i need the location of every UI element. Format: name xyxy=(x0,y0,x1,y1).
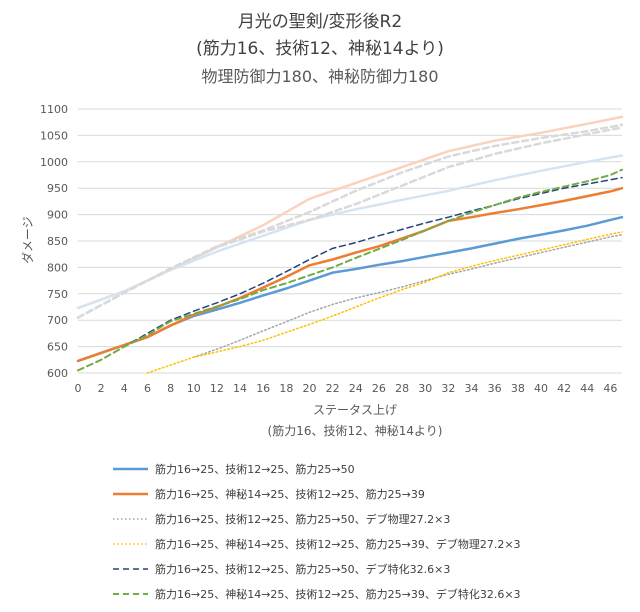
x-tick-label: 30 xyxy=(418,382,432,395)
y-tick-label: 900 xyxy=(47,209,68,222)
x-tick-label: 22 xyxy=(326,382,340,395)
y-tick-label: 650 xyxy=(47,341,68,354)
x-tick-label: 24 xyxy=(349,382,363,395)
legend-label-2: 筋力16→25、技術12→25、筋力25→50、デブ物理27.2×3 xyxy=(155,512,450,526)
x-tick-label: 16 xyxy=(256,382,270,395)
x-tick-label: 38 xyxy=(511,382,525,395)
legend-label-3: 筋力16→25、神秘14→25、技術12→25、筋力25→39、デブ物理27.2… xyxy=(155,537,521,551)
chart-title: 月光の聖剣/変形後R2 xyxy=(238,12,402,32)
x-tick-label: 0 xyxy=(75,382,82,395)
x-tick-label: 6 xyxy=(144,382,151,395)
legend: 筋力16→25、技術12→25、筋力25→50 筋力16→25、神秘14→25、技… xyxy=(113,462,521,601)
faded-series-line-1 xyxy=(76,154,624,310)
x-tick-label: 28 xyxy=(395,382,409,395)
x-tick-label: 2 xyxy=(98,382,105,395)
x-tick-label: 26 xyxy=(372,382,386,395)
series-line-1 xyxy=(76,186,624,363)
x-tick-label: 4 xyxy=(121,382,128,395)
y-axis-ticks: 600 650 700 750 800 850 900 950 1000 1050 1100 xyxy=(40,103,68,380)
y-axis-label: ダメージ xyxy=(20,216,35,263)
y-tick-label: 1100 xyxy=(40,103,68,116)
gridlines xyxy=(78,108,622,374)
x-tick-label: 42 xyxy=(557,382,571,395)
y-tick-label: 750 xyxy=(47,288,68,301)
x-axis-ticks: 0 2 4 6 8 10 12 14 16 18 20 22 24 26 28 30 32 34 36 38 40 42 4… xyxy=(75,382,618,395)
series-line-2 xyxy=(192,233,623,358)
y-tick-label: 800 xyxy=(47,261,68,274)
y-tick-label: 950 xyxy=(47,182,68,195)
x-axis-label-2: (筋力16、技術12、神秘14より) xyxy=(268,423,443,438)
x-axis-label: ステータス上げ xyxy=(313,403,397,417)
x-tick-label: 20 xyxy=(302,382,316,395)
y-tick-label: 1000 xyxy=(40,156,68,169)
y-tick-label: 850 xyxy=(47,235,68,248)
chart-subtitle-2: 物理防御力180、神秘防御力180 xyxy=(201,67,438,86)
x-tick-label: 36 xyxy=(488,382,502,395)
x-tick-label: 12 xyxy=(210,382,224,395)
y-tick-label: 700 xyxy=(47,314,68,327)
faded-series-line-3 xyxy=(76,126,624,319)
x-tick-label: 46 xyxy=(603,382,617,395)
x-tick-label: 18 xyxy=(279,382,293,395)
series-line-4 xyxy=(77,176,623,372)
y-tick-label: 1050 xyxy=(40,129,68,142)
faded-series xyxy=(76,115,624,319)
x-tick-label: 44 xyxy=(580,382,594,395)
x-tick-label: 8 xyxy=(167,382,174,395)
x-tick-label: 10 xyxy=(187,382,201,395)
legend-label-0: 筋力16→25、技術12→25、筋力25→50 xyxy=(155,462,355,476)
series-line-3 xyxy=(146,231,623,374)
legend-label-4: 筋力16→25、技術12→25、筋力25→50、デブ特化32.6×3 xyxy=(155,562,450,576)
legend-label-5: 筋力16→25、神秘14→25、技術12→25、筋力25→39、デブ特化32.6… xyxy=(155,587,521,601)
chart-subtitle: (筋力16、技術12、神秘14より) xyxy=(196,39,444,59)
series-line-0 xyxy=(76,215,624,363)
legend-label-1: 筋力16→25、神秘14→25、技術12→25、筋力25→39 xyxy=(155,487,425,501)
x-tick-label: 32 xyxy=(441,382,455,395)
x-tick-label: 14 xyxy=(233,382,247,395)
y-tick-label: 600 xyxy=(47,367,68,380)
x-tick-label: 34 xyxy=(465,382,479,395)
series-lines xyxy=(76,168,624,374)
x-tick-label: 40 xyxy=(534,382,548,395)
series-line-5 xyxy=(77,168,623,372)
faded-series-line-0 xyxy=(76,115,624,310)
faded-series-line-2 xyxy=(76,123,624,319)
